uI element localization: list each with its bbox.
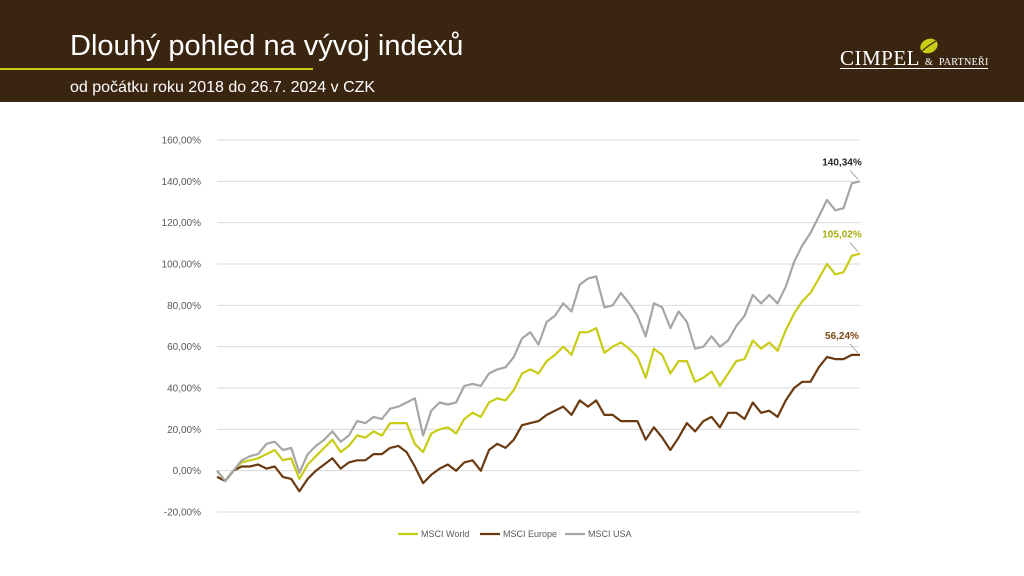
- end-label-leader: [849, 170, 859, 180]
- company-logo: CIMPEL & PARTNEŘI: [840, 38, 990, 71]
- y-tick-label: 120,00%: [162, 218, 202, 229]
- page-subtitle: od počátku roku 2018 do 26.7. 2024 v CZK: [70, 79, 376, 96]
- logo-amp: &: [924, 57, 934, 68]
- grid-lines: [217, 139, 860, 513]
- leaf-logo-icon: [920, 38, 938, 54]
- legend-label: MSCI USA: [588, 529, 632, 539]
- y-tick-label: 40,00%: [167, 384, 201, 395]
- y-tick-label: 80,00%: [167, 301, 201, 312]
- logo-underline: [840, 68, 988, 69]
- end-label-leader: [849, 242, 859, 252]
- legend: MSCI World MSCI Europe MSCI USA: [398, 529, 632, 539]
- end-label-leader: [849, 343, 859, 354]
- series-line-msci-europe: [216, 353, 860, 493]
- series-line-msci-usa: [216, 180, 861, 483]
- series-lines: [216, 180, 861, 493]
- line-chart: -20,00% 0,00% 20,00% 40,00% 60,00% 80,00% 100,…: [162, 136, 862, 540]
- y-tick-label: 20,00%: [167, 425, 201, 436]
- page-title: Dlouhý pohled na vývoj indexů: [70, 30, 464, 62]
- end-labels: 105,02% 56,24% 140,34%: [822, 157, 862, 354]
- end-value-label: 56,24%: [825, 331, 859, 342]
- series-line-msci-world: [216, 252, 861, 483]
- end-value-label: 105,02%: [822, 230, 862, 241]
- logo-text: CIMPEL & PARTNEŘI: [840, 46, 989, 71]
- y-tick-label: -20,00%: [164, 508, 201, 519]
- y-tick-label: 160,00%: [162, 136, 202, 147]
- legend-label: MSCI World: [421, 529, 469, 539]
- header-bar: Dlouhý pohled na vývoj indexů od počátku…: [0, 0, 1024, 102]
- end-value-label: 140,34%: [822, 157, 862, 168]
- legend-label: MSCI Europe: [503, 529, 557, 539]
- logo-partner: PARTNEŘI: [938, 57, 989, 68]
- y-tick-label: 0,00%: [173, 466, 201, 477]
- y-tick-label: 100,00%: [162, 260, 202, 271]
- logo-main: CIMPEL: [840, 46, 920, 70]
- y-axis-ticks: -20,00% 0,00% 20,00% 40,00% 60,00% 80,00% 100,…: [162, 136, 202, 519]
- y-tick-label: 60,00%: [167, 342, 201, 353]
- y-tick-label: 140,00%: [162, 177, 202, 188]
- title-underline: [0, 68, 313, 70]
